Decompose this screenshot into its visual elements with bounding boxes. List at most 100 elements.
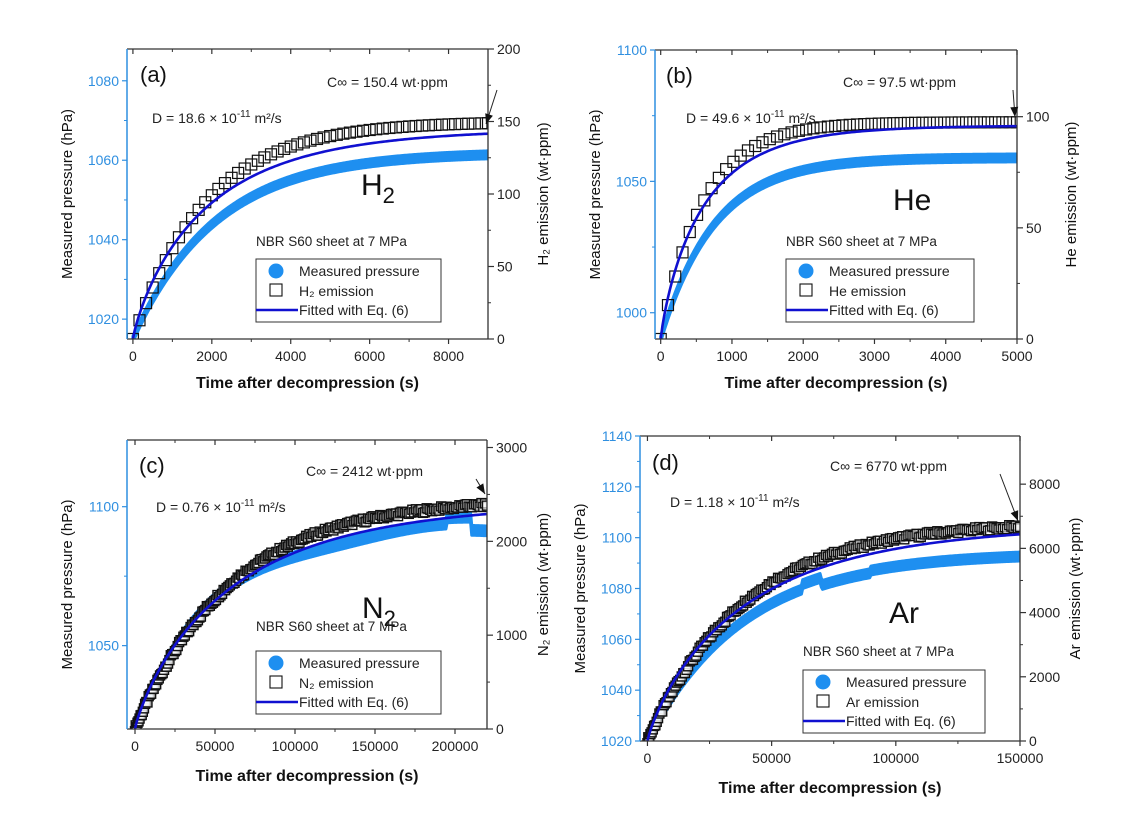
legend-label-fit: Fitted with Eq. (6) [846, 713, 956, 729]
emission-marker [258, 151, 271, 164]
c-infinity-annotation: C∞ = 2412 wt·ppm [306, 463, 423, 479]
diffusion-coefficient-annotation: D = 49.6 × 10-11 m²/s [686, 109, 816, 126]
fitted-curve [659, 124, 1017, 339]
condition-label: NBR S60 sheet at 7 MPa [256, 619, 407, 634]
emission-marker [383, 121, 396, 135]
x-axis-label: Time after decompression (s) [719, 780, 942, 797]
x-axis-label: Time after decompression (s) [196, 375, 419, 392]
x-tick-label: 0 [131, 738, 139, 754]
d-exponent: -11 [771, 109, 785, 120]
plot-area [129, 497, 487, 729]
gas-subscript: 2 [384, 606, 396, 631]
emission-marker [337, 127, 350, 140]
y-left-tick-label: 1100 [617, 42, 647, 58]
emission-marker [291, 138, 304, 151]
emission-marker [185, 212, 199, 225]
d-exponent: -11 [237, 109, 251, 120]
emission-marker [238, 162, 251, 175]
panel-d: 0 50000 100000 150000 1020 1040 1060 1080 1100 11… [572, 428, 1084, 797]
d-text: D = 1.18 × 10 [670, 494, 755, 510]
emission-marker [396, 120, 409, 134]
y-left-tick-label: 1040 [601, 682, 632, 698]
y-right-tick-label: 1000 [496, 627, 527, 643]
emission-marker [981, 116, 995, 129]
x-tick-label: 3000 [859, 348, 890, 364]
legend-label-measured: Measured pressure [829, 263, 950, 279]
gas-symbol: N [362, 592, 384, 625]
annotation-arrow-head [1010, 510, 1019, 521]
emission-marker [843, 118, 856, 131]
emission-marker [821, 120, 835, 133]
emission-marker [205, 189, 218, 202]
emission-marker [370, 123, 383, 136]
y-left-tick-label: 1050 [616, 173, 647, 189]
legend-label-emission: Ar emission [846, 694, 919, 710]
emission-marker [284, 140, 297, 153]
y-left-tick-label: 1050 [88, 638, 119, 654]
legend-label-fit: Fitted with Eq. (6) [829, 302, 939, 318]
emission-marker [376, 122, 389, 135]
emission-marker [749, 139, 762, 153]
x-tick-label: 5000 [1001, 348, 1032, 364]
c-infinity-annotation: C∞ = 6770 wt·ppm [830, 458, 947, 474]
y-left-tick-label: 1000 [616, 305, 647, 321]
emission-marker [264, 148, 278, 161]
legend-label-emission: He emission [829, 283, 906, 299]
y-right-tick-label: 2000 [1029, 669, 1060, 685]
annotation-arrow-head [476, 483, 485, 494]
diffusion-coefficient-annotation: D = 1.18 × 10-11 m²/s [670, 493, 800, 510]
panel-b: 0 1000 2000 3000 4000 5000 1000 1050 1100 0 50 100 T… [587, 42, 1080, 392]
condition-label: NBR S60 sheet at 7 MPa [803, 644, 954, 659]
legend-measured-marker [268, 655, 284, 671]
emission-marker [416, 119, 429, 132]
d-text: D = 49.6 × 10 [686, 110, 771, 126]
d-unit: m²/s [251, 110, 282, 126]
y-right-axis-label: Ar emission (wt·ppm) [1067, 518, 1084, 660]
d-unit: m²/s [785, 110, 816, 126]
x-tick-label: 50000 [752, 750, 791, 766]
emission-marker [389, 121, 403, 134]
emission-marker [422, 119, 435, 132]
legend-measured-marker [798, 263, 814, 279]
gas-symbol: He [893, 184, 931, 217]
y-right-tick-label: 50 [1026, 220, 1042, 236]
x-tick-label: 2000 [196, 348, 227, 364]
legend-emission-marker [269, 675, 283, 689]
panel-label: (c) [139, 453, 165, 478]
y-right-tick-label: 0 [1026, 331, 1034, 347]
emission-marker [166, 242, 179, 255]
measured-pressure-band [645, 550, 1020, 741]
emission-marker [449, 118, 462, 131]
emission-marker [442, 118, 455, 131]
y-left-tick-label: 1040 [88, 232, 119, 248]
x-tick-label: 8000 [433, 348, 464, 364]
emission-marker [271, 145, 284, 158]
x-tick-label: 0 [129, 348, 137, 364]
panel-label: (a) [140, 62, 167, 87]
d-unit: m²/s [769, 494, 800, 510]
x-axis-label: Time after decompression (s) [725, 375, 948, 392]
emission-marker [741, 144, 755, 157]
y-right-tick-label: 0 [497, 331, 505, 347]
y-right-axis-label: H₂ emission (wt·ppm) [535, 122, 552, 265]
emission-marker [481, 500, 487, 511]
emission-marker [850, 118, 864, 131]
panel-c: 0 50000 100000 150000 200000 1050 1100 0 1000 200… [59, 439, 552, 785]
legend-measured-marker [268, 263, 284, 279]
y-right-tick-label: 8000 [1029, 476, 1060, 492]
emission-marker [172, 231, 186, 244]
emission-marker [858, 118, 871, 131]
annotation-arrow-head [485, 113, 493, 124]
gas-subscript: 2 [383, 183, 395, 208]
emission-marker [429, 118, 442, 132]
fitted-curve [646, 532, 1020, 741]
c-infinity-annotation: C∞ = 150.4 wt·ppm [327, 74, 448, 90]
emission-marker [462, 117, 475, 130]
x-tick-label: 0 [657, 348, 665, 364]
plot-area [655, 116, 1017, 339]
diffusion-coefficient-annotation: D = 0.76 × 10-11 m²/s [156, 498, 286, 515]
y-right-tick-label: 0 [1029, 733, 1037, 749]
emission-marker [475, 117, 488, 130]
emission-marker [251, 154, 264, 167]
emission-marker [297, 136, 310, 149]
